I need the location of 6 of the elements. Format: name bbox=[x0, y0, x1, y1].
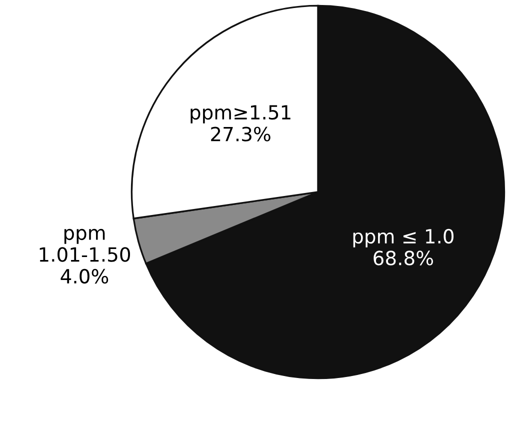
data-label: 27.3% bbox=[211, 126, 270, 142]
data-label: 4.0% bbox=[60, 268, 108, 284]
slice-label: ppm ≤ 1.0 bbox=[353, 228, 454, 248]
data-label: 68.8% bbox=[374, 250, 434, 266]
slice-label: ppm≥1.51 bbox=[190, 105, 290, 124]
slice-label: ppm 1.01-1.50 bbox=[40, 228, 130, 262]
